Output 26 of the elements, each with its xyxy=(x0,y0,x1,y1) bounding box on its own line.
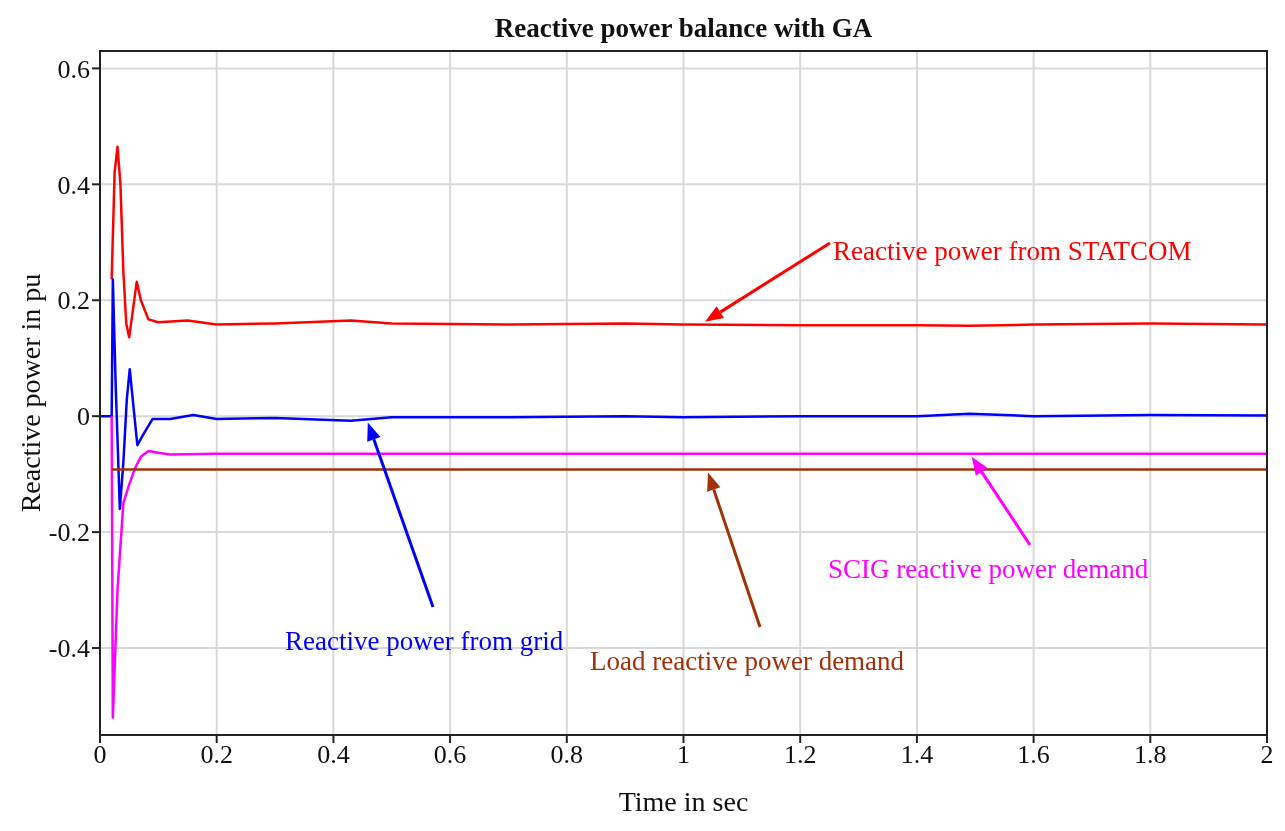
line-series xyxy=(110,414,1267,719)
x-tick-label: 0.2 xyxy=(200,740,233,770)
text: Load reactive power demand xyxy=(590,646,905,676)
x-axis-title: Time in sec xyxy=(618,786,749,817)
y-tick-label: 0.2 xyxy=(57,286,90,316)
x-tick-label: 1.2 xyxy=(783,740,817,770)
text: Reactive power from grid xyxy=(285,626,564,656)
line-series xyxy=(100,278,1267,511)
line-series xyxy=(110,145,1267,339)
x-tick-label: 0.6 xyxy=(433,740,467,770)
y-tick-label: 0.6 xyxy=(57,54,90,84)
x-tick-label: 1.6 xyxy=(1017,740,1050,770)
y-tick-label: 0 xyxy=(77,402,90,432)
y-tick-label: -0.2 xyxy=(48,518,90,548)
x-tick-label: 0.8 xyxy=(550,740,584,770)
x-tick-label: 1.4 xyxy=(900,740,934,770)
y-tick-label: -0.4 xyxy=(48,634,90,664)
x-tick-label: 2 xyxy=(1260,740,1274,770)
x-tick-label: 0.4 xyxy=(317,740,350,770)
text: Reactive power from STATCOM xyxy=(833,236,1192,266)
x-tick-label: 1 xyxy=(677,740,690,770)
y-axis-title: Reactive power in pu xyxy=(14,273,46,513)
x-tick-label: 1.8 xyxy=(1134,740,1167,770)
text: SCIG reactive power demand xyxy=(828,554,1149,584)
y-tick-label: 0.4 xyxy=(57,170,90,200)
chart-title: Reactive power balance with GA xyxy=(494,13,873,43)
